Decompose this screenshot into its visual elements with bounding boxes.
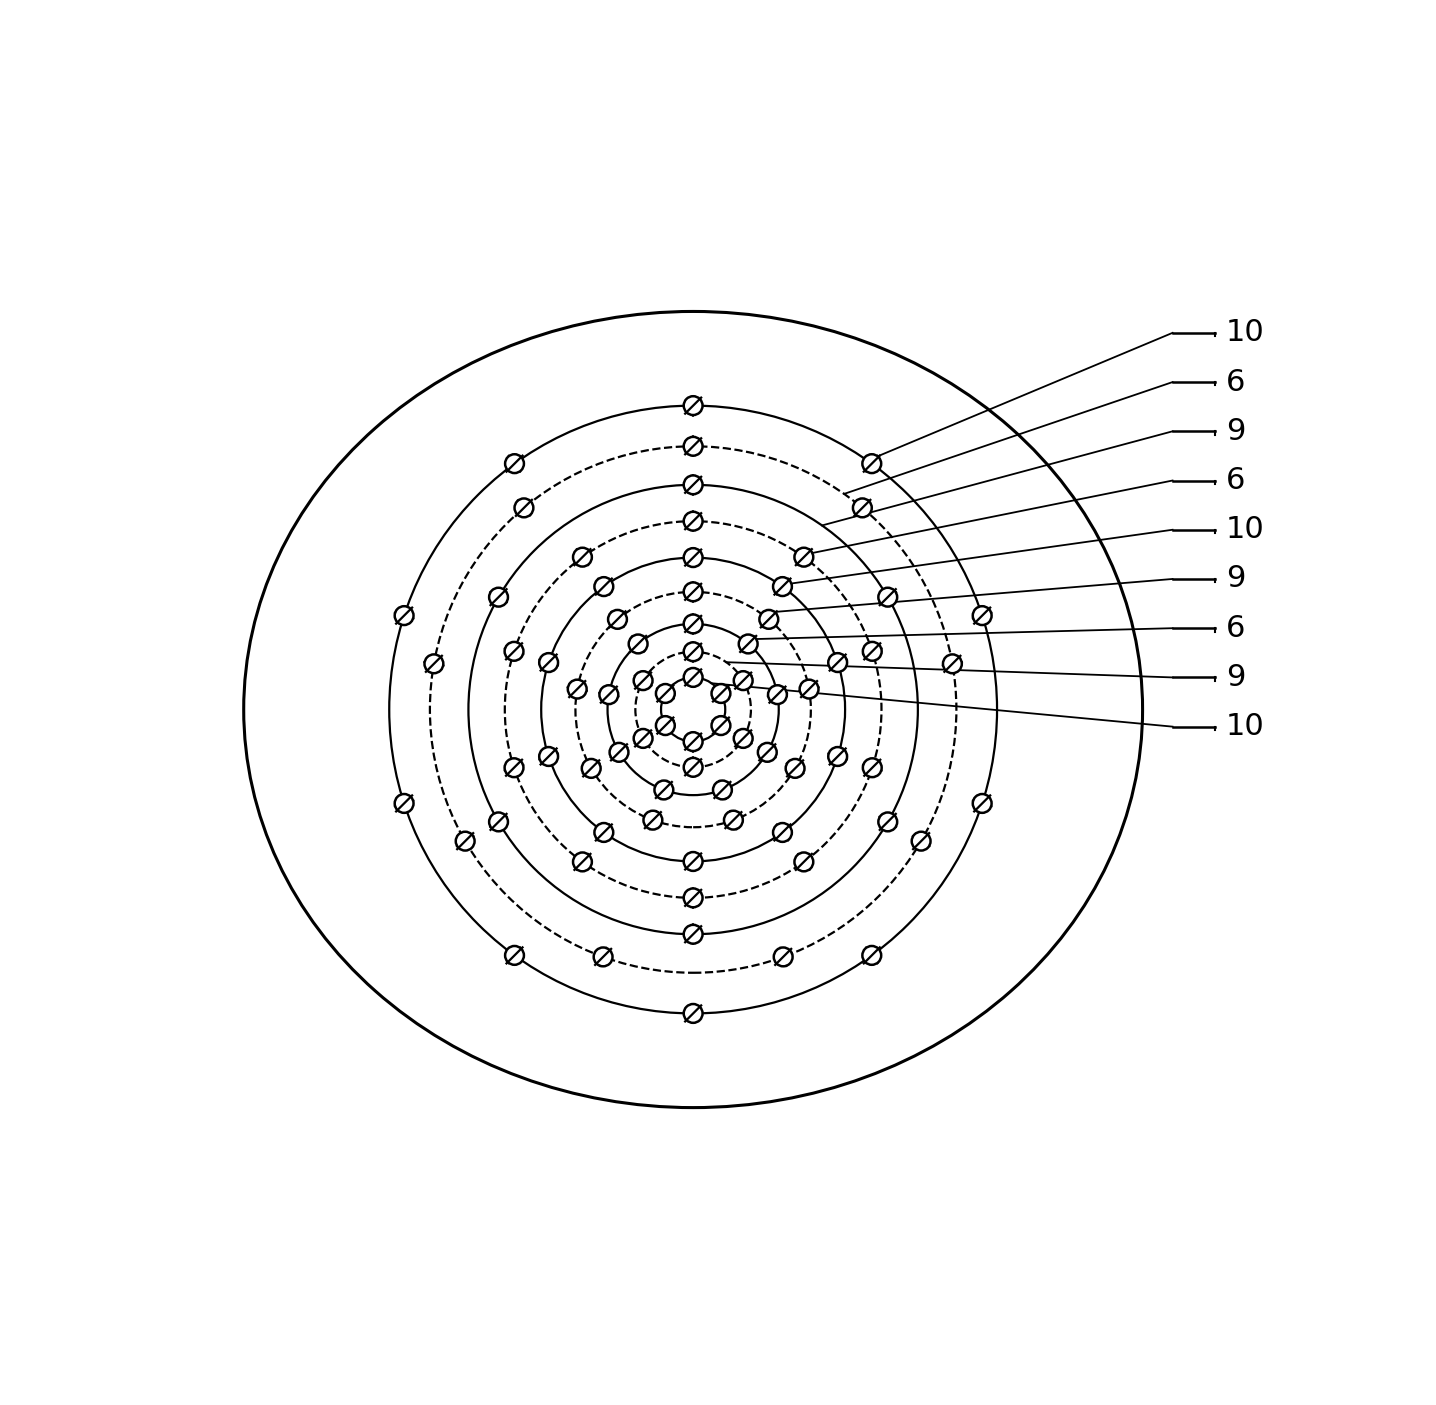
- Circle shape: [684, 437, 702, 455]
- Circle shape: [684, 396, 702, 414]
- Circle shape: [912, 832, 931, 850]
- Text: 6: 6: [1226, 614, 1245, 642]
- Circle shape: [684, 851, 702, 871]
- Circle shape: [800, 680, 819, 698]
- Circle shape: [610, 743, 629, 762]
- Circle shape: [829, 653, 847, 672]
- Circle shape: [879, 587, 898, 607]
- Circle shape: [538, 653, 559, 672]
- Circle shape: [490, 812, 508, 832]
- Circle shape: [943, 655, 962, 673]
- Circle shape: [863, 642, 882, 660]
- Circle shape: [684, 667, 702, 687]
- Circle shape: [599, 686, 619, 704]
- Circle shape: [629, 635, 648, 653]
- Circle shape: [879, 812, 898, 832]
- Circle shape: [714, 781, 732, 799]
- Circle shape: [425, 655, 444, 673]
- Circle shape: [395, 794, 414, 813]
- Circle shape: [734, 672, 752, 690]
- Circle shape: [768, 686, 787, 704]
- Circle shape: [760, 610, 778, 629]
- Circle shape: [773, 823, 791, 842]
- Circle shape: [734, 729, 752, 747]
- Circle shape: [573, 853, 592, 871]
- Circle shape: [684, 548, 702, 568]
- Text: 9: 9: [1226, 565, 1245, 593]
- Circle shape: [684, 614, 702, 634]
- Circle shape: [684, 583, 702, 601]
- Circle shape: [595, 577, 613, 596]
- Circle shape: [972, 606, 992, 625]
- Circle shape: [656, 717, 675, 735]
- Text: 10: 10: [1226, 712, 1265, 742]
- Circle shape: [504, 759, 524, 777]
- Circle shape: [514, 499, 533, 517]
- Text: 10: 10: [1226, 516, 1265, 544]
- Circle shape: [538, 747, 559, 766]
- Circle shape: [684, 642, 702, 662]
- Circle shape: [794, 853, 813, 871]
- Circle shape: [633, 729, 652, 747]
- Circle shape: [863, 759, 882, 777]
- Circle shape: [724, 811, 742, 829]
- Circle shape: [595, 823, 613, 842]
- Circle shape: [829, 747, 847, 766]
- Circle shape: [863, 946, 882, 965]
- Text: 9: 9: [1226, 417, 1245, 445]
- Circle shape: [573, 548, 592, 566]
- Circle shape: [684, 732, 702, 752]
- Circle shape: [505, 946, 524, 965]
- Circle shape: [567, 680, 587, 698]
- Circle shape: [711, 684, 731, 702]
- Circle shape: [738, 635, 758, 653]
- Circle shape: [455, 832, 474, 850]
- Circle shape: [490, 587, 508, 607]
- Circle shape: [684, 888, 702, 908]
- Circle shape: [711, 717, 731, 735]
- Circle shape: [655, 781, 673, 799]
- Circle shape: [684, 924, 702, 944]
- Text: 6: 6: [1226, 466, 1245, 495]
- Circle shape: [505, 454, 524, 473]
- Circle shape: [684, 757, 702, 777]
- Circle shape: [774, 947, 793, 967]
- Circle shape: [607, 610, 628, 629]
- Circle shape: [684, 1005, 702, 1023]
- Circle shape: [972, 794, 992, 813]
- Circle shape: [684, 475, 702, 495]
- Text: 6: 6: [1226, 368, 1245, 396]
- Circle shape: [582, 759, 600, 778]
- Circle shape: [395, 606, 414, 625]
- Circle shape: [593, 947, 613, 967]
- Text: 10: 10: [1226, 319, 1265, 347]
- Circle shape: [684, 511, 702, 531]
- Circle shape: [785, 759, 804, 778]
- Circle shape: [758, 743, 777, 762]
- Circle shape: [633, 672, 652, 690]
- Circle shape: [773, 577, 791, 596]
- Circle shape: [504, 642, 524, 660]
- Text: 9: 9: [1226, 663, 1245, 691]
- Circle shape: [853, 499, 872, 517]
- Circle shape: [643, 811, 662, 829]
- Circle shape: [656, 684, 675, 702]
- Circle shape: [794, 548, 813, 566]
- Circle shape: [863, 454, 882, 473]
